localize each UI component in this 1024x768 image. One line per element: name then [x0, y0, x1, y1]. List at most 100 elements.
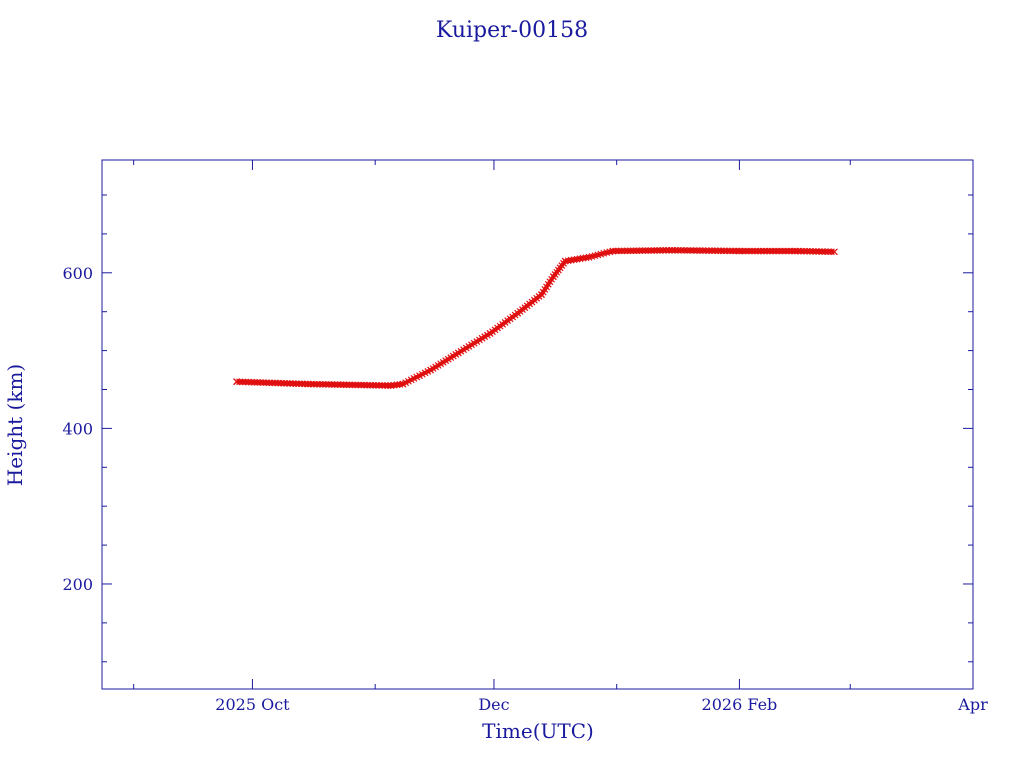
x-tick-label: 2025 Oct — [215, 695, 290, 714]
data-point — [674, 246, 682, 254]
data-point — [812, 248, 820, 255]
data-point — [346, 381, 353, 389]
x-tick-label: Apr — [957, 695, 988, 714]
data-point — [609, 247, 617, 255]
data-point — [739, 247, 746, 255]
data-point — [705, 247, 713, 255]
data-point — [748, 247, 756, 255]
data-point — [776, 247, 783, 255]
data-point — [708, 247, 716, 255]
data-point — [757, 247, 765, 255]
data-point — [337, 381, 344, 389]
data-point — [381, 382, 389, 389]
data-point — [760, 247, 768, 255]
data-point — [818, 248, 826, 255]
data-point — [301, 380, 309, 388]
data-point — [754, 247, 762, 255]
series-markers — [233, 246, 838, 390]
data-point — [665, 246, 673, 254]
data-point — [624, 247, 631, 255]
data-point — [615, 247, 623, 255]
data-point — [618, 247, 626, 255]
data-point — [785, 247, 793, 255]
data-point — [729, 247, 737, 255]
data-point — [732, 247, 740, 255]
data-point — [745, 247, 753, 255]
data-point — [561, 257, 569, 265]
data-point — [680, 246, 688, 254]
data-point — [693, 247, 701, 254]
data-point — [259, 379, 267, 387]
data-point — [772, 247, 780, 255]
data-point — [378, 382, 386, 389]
data-point — [292, 380, 300, 388]
data-point — [656, 246, 664, 254]
data-point — [824, 248, 832, 256]
data-point — [621, 247, 629, 255]
data-point — [366, 381, 374, 389]
data-point — [233, 378, 241, 386]
data-point — [683, 246, 691, 254]
data-point — [714, 247, 722, 255]
data-point — [310, 380, 318, 388]
data-point — [809, 247, 817, 255]
data-point — [821, 248, 829, 256]
data-point — [256, 379, 264, 386]
data-point — [742, 247, 749, 255]
data-point — [399, 380, 407, 388]
data-point — [677, 246, 685, 254]
data-point — [322, 380, 330, 388]
data-point — [766, 247, 774, 255]
data-point — [265, 379, 273, 387]
data-point — [538, 291, 545, 299]
data-point — [384, 382, 392, 389]
data-point — [699, 247, 707, 255]
data-point — [668, 246, 676, 254]
data-point — [827, 248, 835, 256]
data-point — [274, 379, 282, 387]
data-point — [794, 247, 802, 255]
data-point — [641, 247, 649, 255]
data-point — [286, 380, 294, 387]
data-point — [236, 378, 244, 386]
data-point — [307, 380, 315, 388]
data-point — [268, 379, 276, 387]
data-point — [662, 246, 670, 254]
data-point — [363, 381, 371, 389]
data-point — [690, 247, 697, 254]
data-point — [549, 273, 557, 281]
data-point — [644, 247, 652, 254]
data-point — [630, 247, 637, 255]
data-point — [325, 381, 333, 388]
data-point — [357, 381, 365, 389]
data-point — [348, 381, 356, 389]
data-point — [427, 366, 435, 374]
data-point — [650, 247, 658, 254]
data-point — [313, 380, 321, 388]
data-point — [343, 381, 350, 389]
data-point — [251, 378, 258, 386]
data-point — [375, 381, 383, 389]
data-point — [687, 247, 694, 254]
data-point — [239, 378, 246, 386]
data-point — [782, 247, 790, 255]
data-point — [711, 247, 719, 255]
data-point — [277, 379, 285, 387]
data-point — [791, 247, 799, 255]
data-point — [245, 378, 252, 386]
data-point — [633, 247, 640, 255]
data-point — [340, 381, 347, 389]
data-point — [831, 248, 838, 256]
data-point — [316, 380, 324, 388]
data-point — [253, 378, 261, 386]
series-track — [236, 248, 835, 388]
data-point — [763, 247, 771, 255]
data-point — [283, 379, 291, 387]
y-tick-label: 200 — [62, 575, 93, 594]
data-point — [788, 247, 796, 255]
data-point — [248, 378, 255, 386]
data-point — [797, 247, 805, 255]
data-point — [815, 248, 823, 255]
data-point — [723, 247, 731, 255]
data-point — [486, 330, 494, 337]
